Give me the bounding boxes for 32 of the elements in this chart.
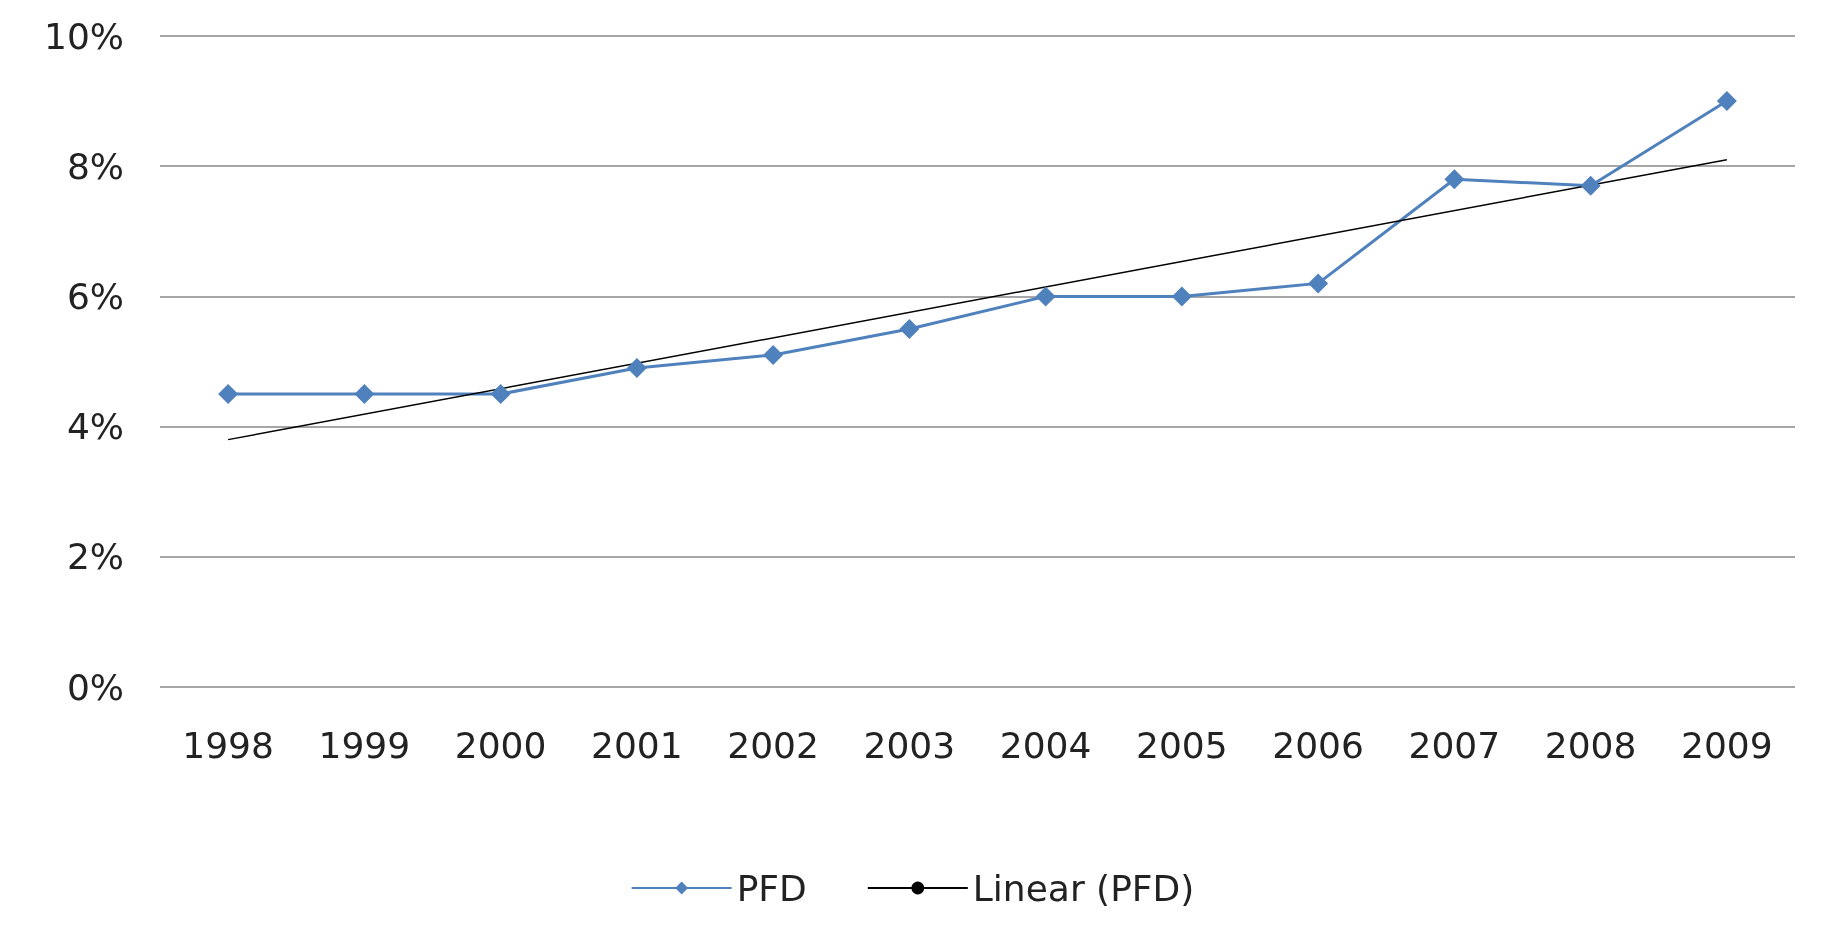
x-tick-label: 1999: [318, 724, 411, 766]
point: [1444, 169, 1465, 190]
y-tick-label: 8%: [66, 145, 124, 187]
y-tick-label: 0%: [66, 666, 124, 708]
point: [626, 358, 647, 379]
point: [1035, 286, 1056, 307]
y-tick-label: 2%: [66, 536, 124, 578]
x-tick-label: 2003: [863, 724, 956, 766]
x-tick-label: 2001: [591, 724, 683, 766]
y-tick-label: 4%: [66, 406, 124, 448]
y-tick-label: 10%: [43, 15, 124, 57]
x-tick-label: 2009: [1681, 724, 1773, 766]
x-tick-label: 2006: [1272, 724, 1364, 766]
x-tick-label: 1998: [182, 724, 274, 766]
y-tick-label: 6%: [66, 275, 124, 317]
x-tick-label: 2004: [999, 724, 1092, 766]
point: [1171, 286, 1192, 307]
legend-label: PFD: [736, 867, 807, 909]
point: [763, 344, 784, 365]
point: [490, 384, 511, 405]
x-tick-label: 2008: [1544, 724, 1637, 766]
point: [354, 384, 375, 405]
x-tick-label: 2002: [727, 724, 819, 766]
point: [1716, 91, 1737, 112]
point: [899, 318, 920, 339]
point: [1308, 273, 1329, 294]
legend-label: Linear (PFD): [972, 867, 1195, 909]
x-tick-label: 2000: [454, 724, 547, 766]
x-tick-label: 2005: [1136, 724, 1228, 766]
point: [1580, 175, 1601, 196]
x-tick-label: 2007: [1408, 724, 1501, 766]
point: [218, 384, 239, 405]
